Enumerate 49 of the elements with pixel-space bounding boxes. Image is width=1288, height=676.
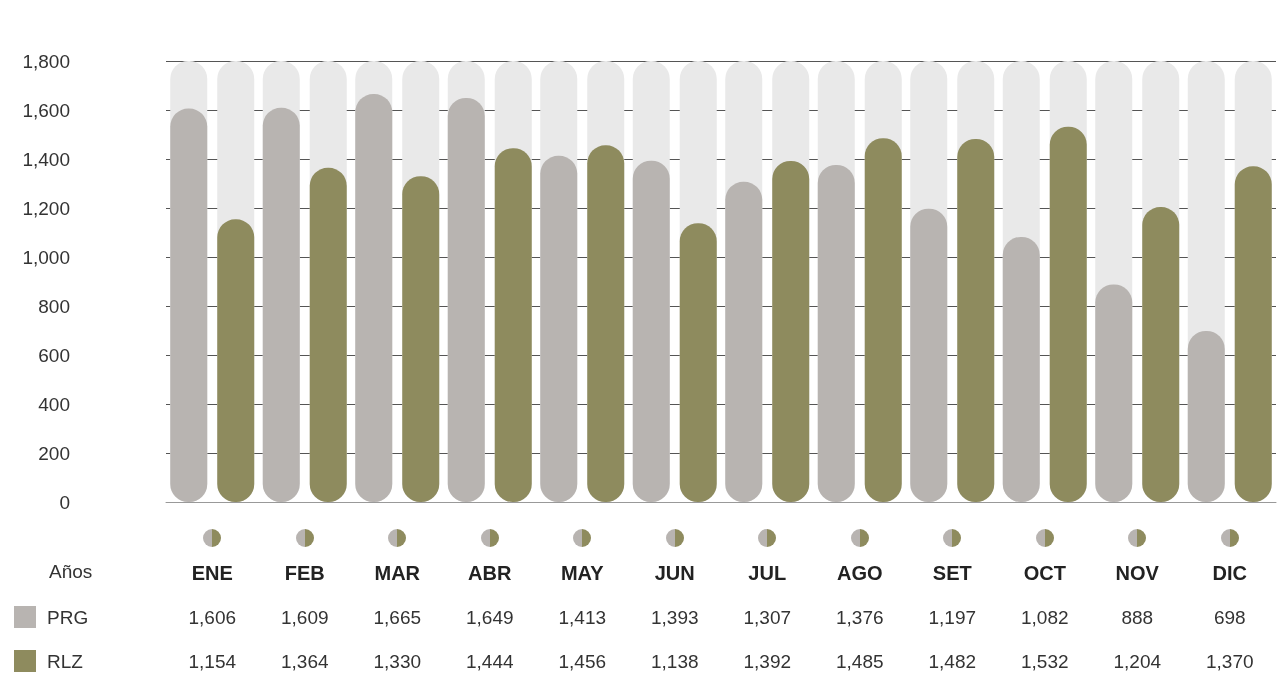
x-tick-label: FEB	[284, 562, 325, 584]
data-label: 1,154	[188, 650, 237, 672]
y-tick-label: 800	[38, 295, 70, 317]
data-label: 1,330	[373, 650, 422, 672]
y-tick-label: 1,000	[22, 246, 70, 268]
data-label: 1,370	[1205, 650, 1254, 672]
data-label: 1,197	[928, 606, 977, 628]
x-tick-label: ENE	[191, 562, 233, 584]
x-tick-label: NOV	[1115, 562, 1160, 584]
data-label: 1,532	[1020, 650, 1069, 672]
x-tick-label: DIC	[1212, 562, 1247, 584]
data-label: 1,649	[465, 606, 514, 628]
y-tick-label: 1,600	[22, 99, 70, 121]
y-tick-label: 1,800	[22, 50, 70, 72]
legend-label: RLZ	[47, 650, 84, 672]
x-tick-label: ABR	[468, 562, 512, 584]
x-tick-label: SET	[932, 562, 972, 584]
data-label: 1,609	[280, 606, 329, 628]
data-label: 1,307	[743, 606, 792, 628]
data-label: 1,606	[188, 606, 237, 628]
data-label: 1,376	[835, 606, 884, 628]
y-tick-label: 1,400	[22, 148, 70, 170]
data-label: 1,444	[465, 650, 514, 672]
x-tick-label: MAR	[374, 562, 421, 584]
data-label: 1,413	[558, 606, 607, 628]
x-axis-title: Años	[49, 561, 93, 582]
y-tick-label: 600	[38, 344, 70, 366]
x-tick-label: OCT	[1023, 562, 1066, 584]
y-tick-label: 1,200	[22, 197, 70, 219]
y-tick-label: 400	[38, 393, 70, 415]
data-label: 1,485	[835, 650, 884, 672]
x-tick-label: MAY	[560, 562, 605, 584]
y-tick-label: 0	[59, 491, 70, 513]
data-label: 888	[1121, 606, 1154, 628]
data-label: 1,364	[280, 650, 329, 672]
data-label: 1,665	[373, 606, 422, 628]
data-label: 1,482	[928, 650, 977, 672]
data-label: 1,456	[558, 650, 607, 672]
legend-label: PRG	[47, 606, 89, 628]
data-label: 698	[1213, 606, 1246, 628]
x-tick-label: JUN	[654, 562, 695, 584]
data-label: 1,204	[1113, 650, 1162, 672]
x-tick-label: JUL	[748, 562, 787, 584]
y-tick-label: 200	[38, 442, 70, 464]
data-label: 1,392	[743, 650, 792, 672]
x-tick-label: AGO	[836, 562, 883, 584]
data-label: 1,393	[650, 606, 699, 628]
data-label: 1,082	[1020, 606, 1069, 628]
data-label: 1,138	[650, 650, 699, 672]
